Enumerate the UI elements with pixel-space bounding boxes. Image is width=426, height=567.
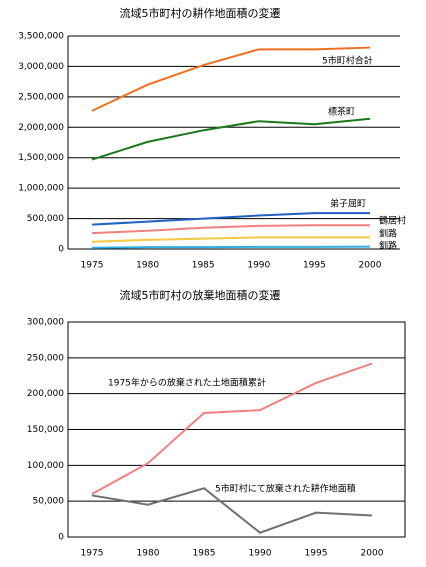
x-tick-label: 1995	[303, 261, 326, 271]
y-tick-label: 1,500,000	[18, 153, 64, 163]
y-tick-label: 500,000	[27, 214, 64, 224]
series-label: 釧路	[379, 240, 397, 252]
x-tick-label: 1990	[249, 549, 272, 559]
series-label: 弟子屈町	[330, 198, 366, 210]
line-series	[91, 212, 370, 226]
y-tick-label: 150,000	[27, 425, 64, 435]
y-tick-label: 2,000,000	[18, 123, 64, 133]
series-label: 5市町村合計	[322, 55, 373, 67]
y-tick-label: 0	[58, 245, 64, 255]
line-series	[91, 117, 371, 161]
y-tick-label: 2,500,000	[18, 92, 64, 102]
plot-border	[67, 321, 406, 538]
line-series	[91, 236, 370, 243]
x-tick-label: 2000	[361, 549, 384, 559]
x-tick-label: 1995	[305, 549, 328, 559]
y-tick-label: 300,000	[27, 318, 64, 328]
series-label: 5市町村にて放棄された耕作地面積	[215, 483, 356, 495]
y-tick-label: 100,000	[27, 461, 64, 471]
series-label: 鶴居村	[379, 215, 406, 227]
line-series	[91, 46, 371, 112]
x-tick-label: 1985	[192, 261, 215, 271]
x-tick-label: 2000	[359, 261, 382, 271]
series-label: 釧路	[379, 228, 397, 240]
y-tick-label: 0	[58, 533, 64, 543]
x-tick-label: 1985	[193, 549, 216, 559]
line-series	[91, 224, 370, 235]
x-tick-label: 1990	[247, 261, 270, 271]
x-tick-label: 1980	[137, 549, 160, 559]
y-tick-label: 1,000,000	[18, 184, 64, 194]
line-series	[91, 487, 373, 534]
series-label: 標茶町	[328, 106, 355, 118]
y-tick-label: 3,500,000	[18, 32, 64, 42]
x-tick-label: 1975	[81, 261, 104, 271]
y-tick-label: 200,000	[27, 389, 64, 399]
series-label: 1975年からの放棄された土地面積累計	[108, 377, 266, 389]
y-tick-label: 50,000	[33, 497, 65, 507]
line-series	[91, 362, 373, 495]
y-tick-label: 250,000	[27, 353, 64, 363]
y-tick-label: 3,000,000	[18, 62, 64, 72]
line-series	[91, 245, 371, 249]
x-tick-label: 1975	[81, 549, 104, 559]
x-tick-label: 1980	[136, 261, 159, 271]
chart-title: 流域5市町村の放棄地面積の変遷	[120, 288, 281, 302]
chart-title: 流域5市町村の耕作地面積の変遷	[120, 6, 281, 20]
